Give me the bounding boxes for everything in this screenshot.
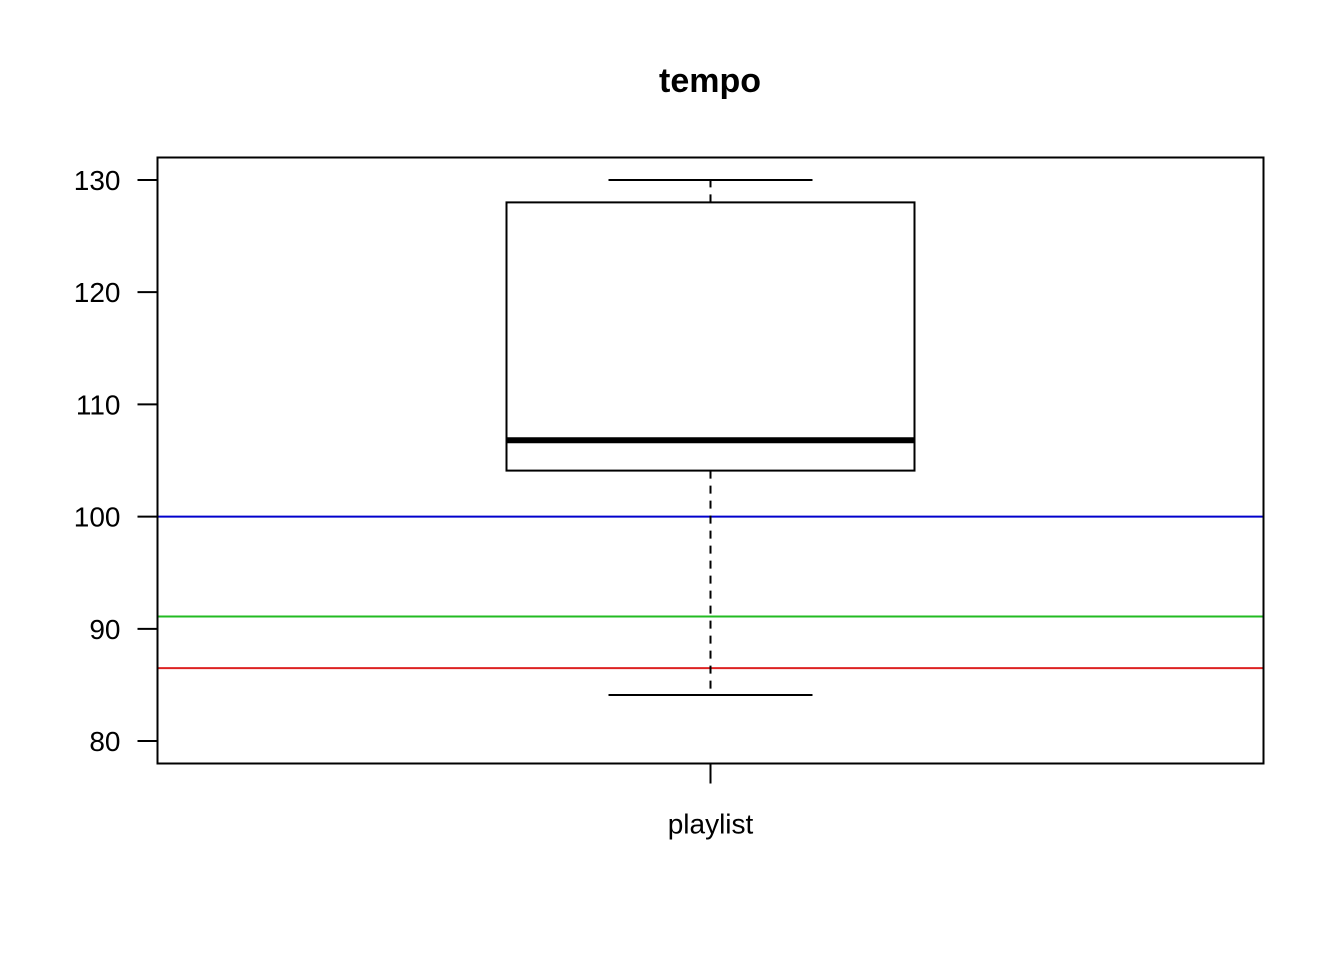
box-iqr (505, 201, 916, 472)
y-tick-label-130: 130 (74, 165, 121, 196)
x-axis: playlist (668, 763, 754, 840)
x-tick-label-playlist: playlist (668, 809, 754, 840)
chart-title: tempo (659, 62, 761, 100)
y-tick-label-80: 80 (89, 726, 120, 757)
y-axis: 80 90 100 110 120 130 (74, 165, 158, 757)
y-tick-label-90: 90 (89, 614, 120, 645)
y-tick-label-100: 100 (74, 502, 121, 533)
plot-frame (156, 156, 1265, 765)
box-group (505, 178, 916, 697)
y-tick-label-110: 110 (76, 389, 121, 420)
y-tick-label-120: 120 (74, 277, 121, 308)
